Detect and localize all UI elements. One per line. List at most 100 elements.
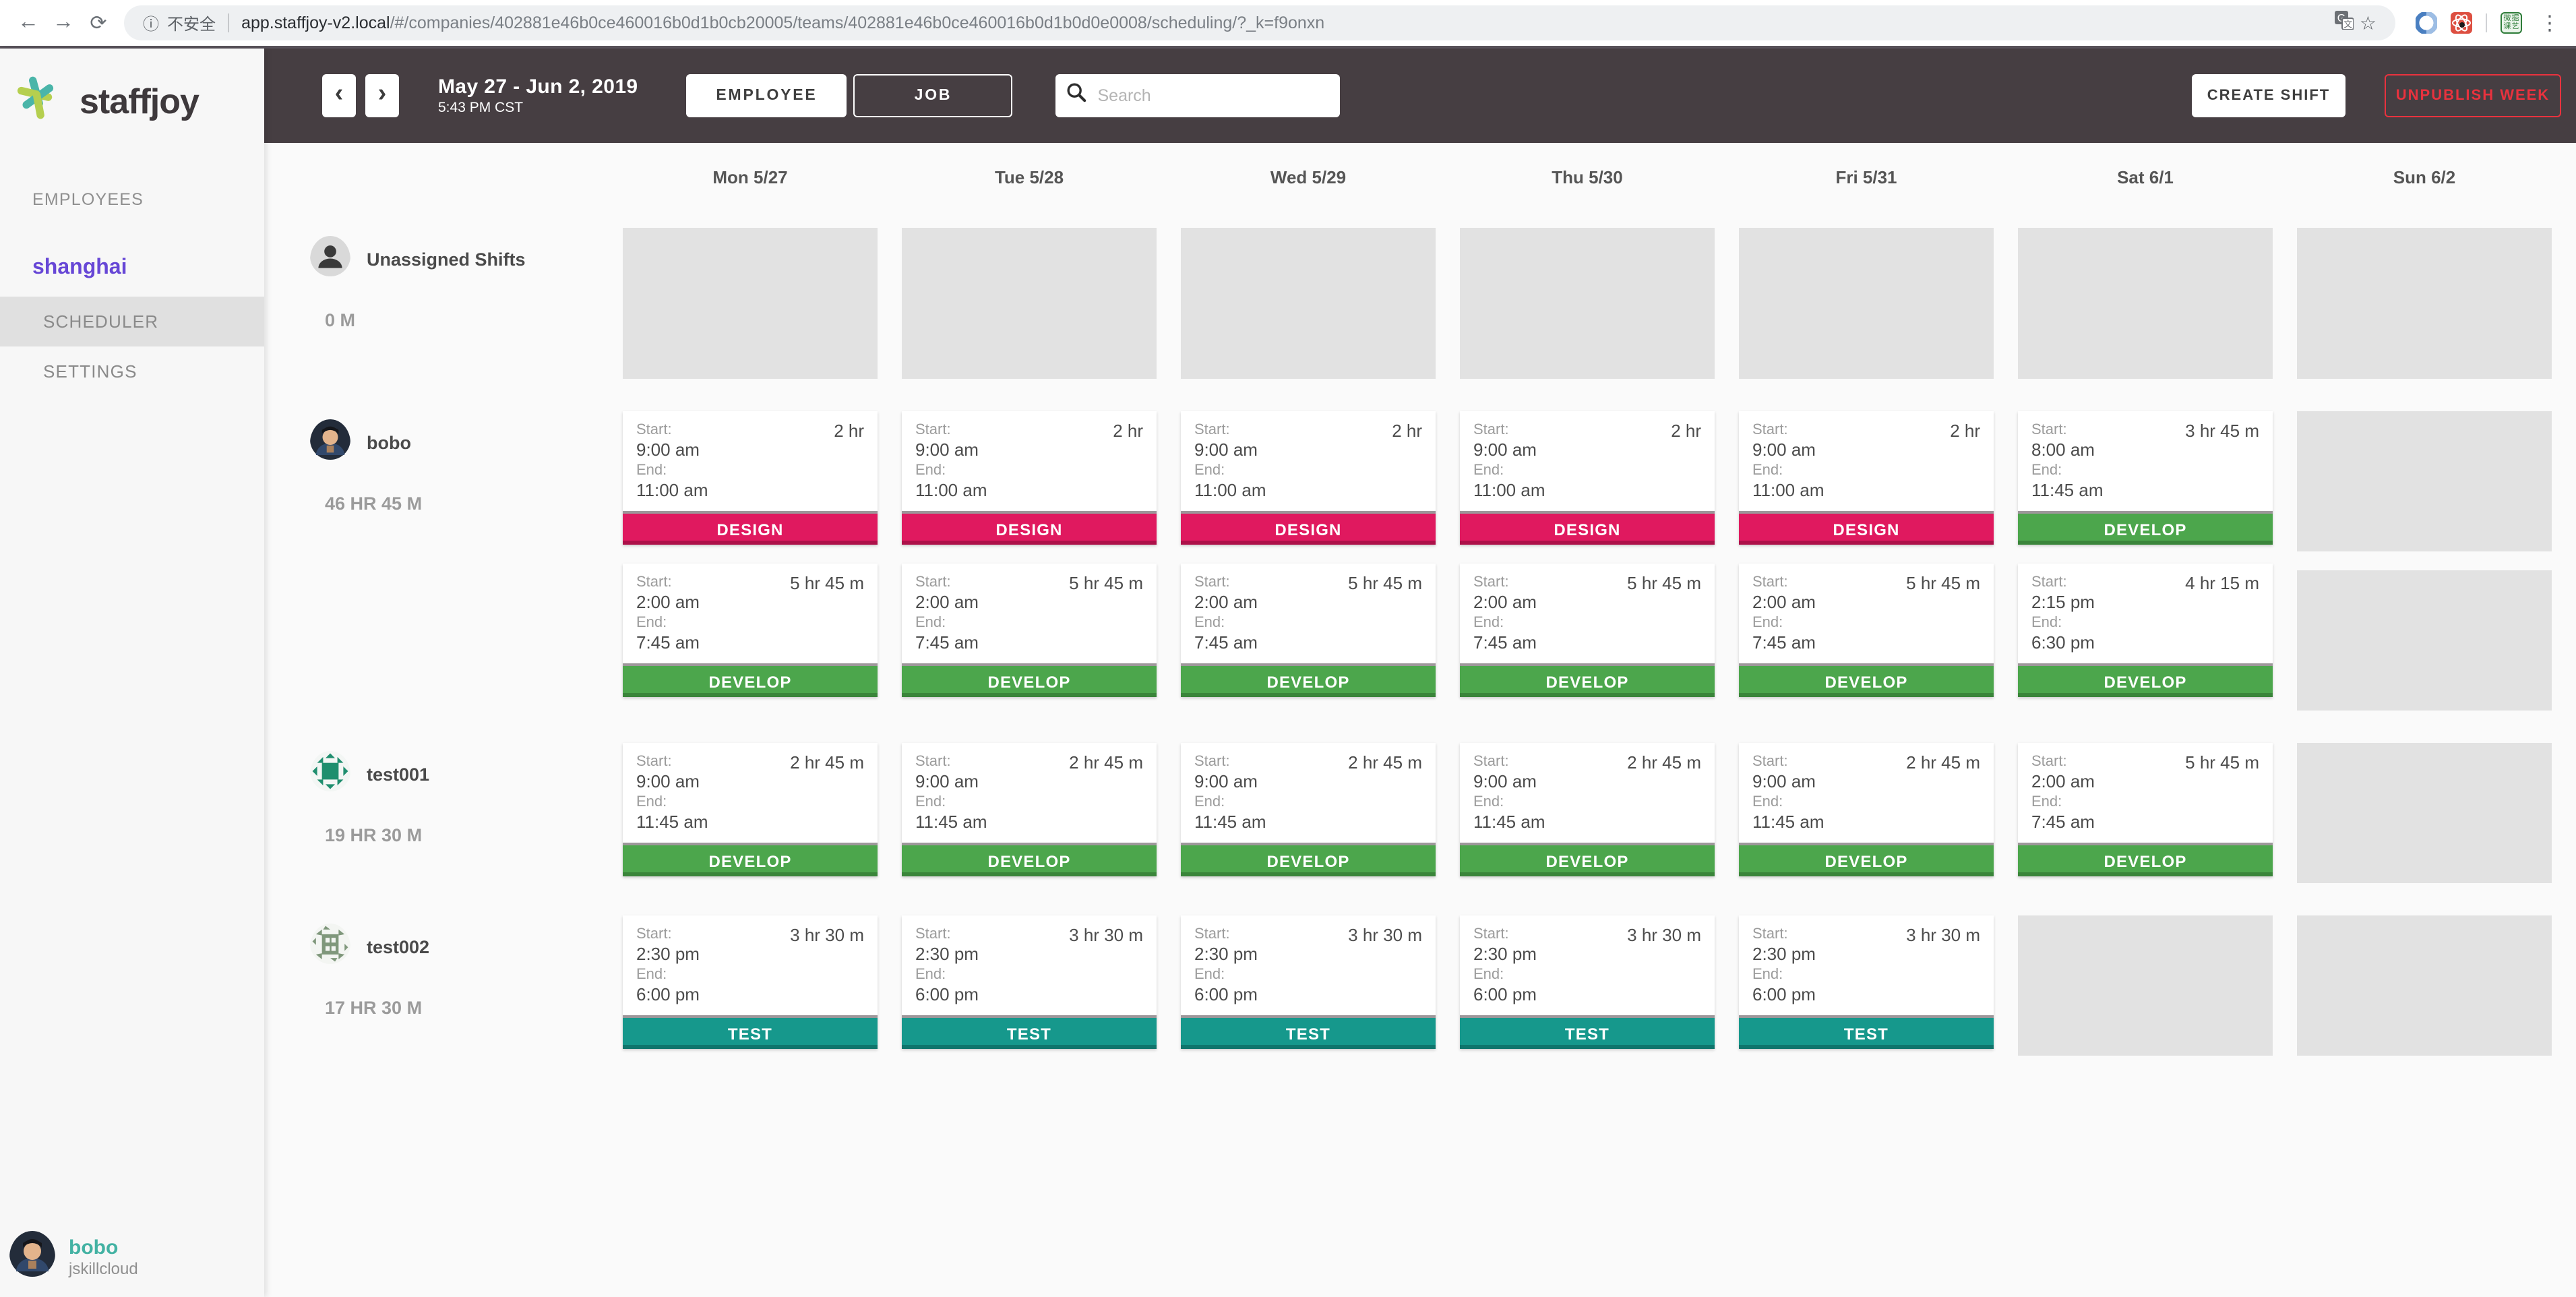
shift-job-button[interactable]: DEVELOP <box>902 843 1157 876</box>
shift-job-button[interactable]: DEVELOP <box>1460 843 1715 876</box>
shift-card[interactable]: Start: 2:30 pm End: 6:00 pm 3 hr 30 m TEST <box>623 915 878 1049</box>
chrome-app-divider <box>0 46 2576 49</box>
shift-card[interactable]: Start: 2:30 pm End: 6:00 pm 3 hr 30 m TEST <box>1739 915 1994 1049</box>
employee-weekly-hours: 46 HR 45 M <box>325 493 423 514</box>
current-user-avatar <box>9 1231 55 1284</box>
shift-job-button[interactable]: TEST <box>902 1015 1157 1049</box>
sidebar-item-scheduler[interactable]: SCHEDULER <box>0 297 264 346</box>
job-view-toggle[interactable]: JOB <box>853 74 1013 117</box>
extension-red-icon[interactable] <box>2451 12 2472 34</box>
shift-card[interactable]: Start: 9:00 am End: 11:45 am 2 hr 45 m DEVELO… <box>1181 743 1436 876</box>
page-info-icon[interactable]: ⓘ <box>143 14 160 33</box>
browser-back-button[interactable]: ← <box>18 11 39 34</box>
shift-card[interactable]: Start: 2:00 am End: 7:45 am 5 hr 45 m DEVELOP <box>902 564 1157 697</box>
employee-avatar <box>310 236 350 283</box>
next-week-button[interactable]: › <box>365 74 399 117</box>
shift-job-button[interactable]: TEST <box>1460 1015 1715 1049</box>
shift-card[interactable]: Start: 9:00 am End: 11:00 am 2 hr DESIGN <box>623 411 878 545</box>
shift-job-button[interactable]: DEVELOP <box>1739 663 1994 697</box>
bookmark-star-icon[interactable]: ☆ <box>2359 11 2376 33</box>
create-shift-button[interactable]: CREATE SHIFT <box>2192 74 2345 117</box>
employee-view-toggle[interactable]: EMPLOYEE <box>686 74 847 117</box>
shift-job-button[interactable]: DESIGN <box>1739 511 1994 545</box>
shift-card[interactable]: Start: 9:00 am End: 11:00 am 2 hr DESIGN <box>1181 411 1436 545</box>
shift-end-time: 7:45 am <box>2031 812 2095 832</box>
shift-job-button[interactable]: DEVELOP <box>2018 843 2273 876</box>
sidebar-item-settings[interactable]: SETTINGS <box>43 361 137 382</box>
shift-start-time: 8:00 am <box>2031 440 2095 460</box>
shift-card[interactable]: Start: 9:00 am End: 11:45 am 2 hr 45 m DEVELO… <box>1460 743 1715 876</box>
employee-label-cell[interactable]: Unassigned Shifts 0 M <box>264 228 623 379</box>
shift-card[interactable]: Start: 2:00 am End: 7:45 am 5 hr 45 m DEVELOP <box>1181 564 1436 697</box>
shift-job-button[interactable]: DESIGN <box>1181 511 1436 545</box>
employee-weekly-hours: 17 HR 30 M <box>325 998 423 1018</box>
shift-card[interactable]: Start: 9:00 am End: 11:45 am 2 hr 45 m DEVELO… <box>902 743 1157 876</box>
shift-end-time: 11:00 am <box>1194 480 1266 500</box>
day-cell <box>902 228 1181 379</box>
shift-start-time: 9:00 am <box>1194 440 1258 460</box>
shift-job-button[interactable]: DESIGN <box>623 511 878 545</box>
shift-start-label: Start: <box>1473 422 1509 438</box>
shift-job-button[interactable]: DEVELOP <box>2018 663 2273 697</box>
shift-job-button[interactable]: DEVELOP <box>1460 663 1715 697</box>
day-cell: Start: 9:00 am End: 11:45 am 2 hr 45 m DEVELO… <box>1460 743 1739 883</box>
shift-job-button[interactable]: DEVELOP <box>623 843 878 876</box>
shift-job-button[interactable]: DEVELOP <box>1181 663 1436 697</box>
day-cell: Start: 9:00 am End: 11:00 am 2 hr DESIGN Start… <box>1181 411 1460 711</box>
shift-start-label: Start: <box>1752 926 1788 942</box>
shift-card[interactable]: Start: 2:00 am End: 7:45 am 5 hr 45 m DEVELOP <box>1739 564 1994 697</box>
shift-end-time: 7:45 am <box>1194 632 1258 653</box>
extension-green-icon[interactable]: 微掘课艺 <box>2501 12 2522 34</box>
shift-card[interactable]: Start: 2:30 pm End: 6:00 pm 3 hr 30 m TEST <box>1460 915 1715 1049</box>
search-input[interactable] <box>1097 86 1314 105</box>
shift-end-label: End: <box>1752 967 1783 983</box>
shift-start-time: 2:00 am <box>1473 592 1537 612</box>
current-user[interactable]: bobo jskillcloud <box>9 1231 138 1284</box>
shift-start-time: 9:00 am <box>1194 771 1258 791</box>
shift-job-button[interactable]: DEVELOP <box>1181 843 1436 876</box>
shift-job-button[interactable]: TEST <box>1181 1015 1436 1049</box>
shift-card[interactable]: Start: 9:00 am End: 11:45 am 2 hr 45 m DEVELO… <box>1739 743 1994 876</box>
url-text: app.staffjoy-v2.local/#/companies/402881… <box>241 13 1325 32</box>
shift-end-label: End: <box>636 794 667 810</box>
shift-duration: 2 hr 45 m <box>790 752 864 773</box>
shift-end-label: End: <box>1194 794 1225 810</box>
employee-label-cell[interactable]: test001 19 HR 30 M <box>264 743 623 883</box>
shift-job-button[interactable]: DEVELOP <box>623 663 878 697</box>
unpublish-week-button[interactable]: UNPUBLISH WEEK <box>2385 74 2561 117</box>
empty-shift-cell <box>2297 743 2552 883</box>
shift-card[interactable]: Start: 2:00 am End: 7:45 am 5 hr 45 m DEVELOP <box>1460 564 1715 697</box>
shift-card[interactable]: Start: 2:15 pm End: 6:30 pm 4 hr 15 m DEVELOP <box>2018 564 2273 697</box>
shift-job-button[interactable]: DESIGN <box>902 511 1157 545</box>
shift-job-button[interactable]: DESIGN <box>1460 511 1715 545</box>
shift-card[interactable]: Start: 2:30 pm End: 6:00 pm 3 hr 30 m TEST <box>902 915 1157 1049</box>
address-bar[interactable]: ⓘ 不安全 app.staffjoy-v2.local/#/companies/… <box>124 5 2395 40</box>
shift-job-button[interactable]: TEST <box>623 1015 878 1049</box>
prev-week-button[interactable]: ‹ <box>322 74 356 117</box>
shift-card[interactable]: Start: 9:00 am End: 11:00 am 2 hr DESIGN <box>902 411 1157 545</box>
shift-job-button[interactable]: DEVELOP <box>2018 511 2273 545</box>
shift-start-time: 2:30 pm <box>636 944 700 964</box>
shift-card[interactable]: Start: 2:00 am End: 7:45 am 5 hr 45 m DEVELOP <box>623 564 878 697</box>
shift-duration: 3 hr 30 m <box>1627 925 1701 945</box>
shift-card[interactable]: Start: 2:30 pm End: 6:00 pm 3 hr 30 m TEST <box>1181 915 1436 1049</box>
extension-blue-icon[interactable] <box>2414 11 2439 35</box>
day-header: Fri 5/31 <box>1835 167 1897 187</box>
shift-job-button[interactable]: TEST <box>1739 1015 1994 1049</box>
staffjoy-logo[interactable]: staffjoy <box>0 49 264 132</box>
sidebar-item-employees[interactable]: EMPLOYEES <box>32 190 144 209</box>
search-box[interactable] <box>1055 74 1341 117</box>
shift-card[interactable]: Start: 9:00 am End: 11:00 am 2 hr DESIGN <box>1739 411 1994 545</box>
shift-card[interactable]: Start: 8:00 am End: 11:45 am 3 hr 45 m DEVELO… <box>2018 411 2273 545</box>
employee-label-cell[interactable]: bobo 46 HR 45 M <box>264 411 623 711</box>
shift-card[interactable]: Start: 9:00 am End: 11:00 am 2 hr DESIGN <box>1460 411 1715 545</box>
employee-label-cell[interactable]: test002 17 HR 30 M <box>264 915 623 1056</box>
browser-menu-icon[interactable]: ⋮ <box>2540 12 2560 35</box>
browser-forward-button[interactable]: → <box>53 11 74 34</box>
browser-reload-button[interactable]: ⟳ <box>90 12 107 35</box>
shift-card[interactable]: Start: 2:00 am End: 7:45 am 5 hr 45 m DEVELOP <box>2018 743 2273 876</box>
shift-job-button[interactable]: DEVELOP <box>902 663 1157 697</box>
shift-job-button[interactable]: DEVELOP <box>1739 843 1994 876</box>
shift-card[interactable]: Start: 9:00 am End: 11:45 am 2 hr 45 m DEVELO… <box>623 743 878 876</box>
